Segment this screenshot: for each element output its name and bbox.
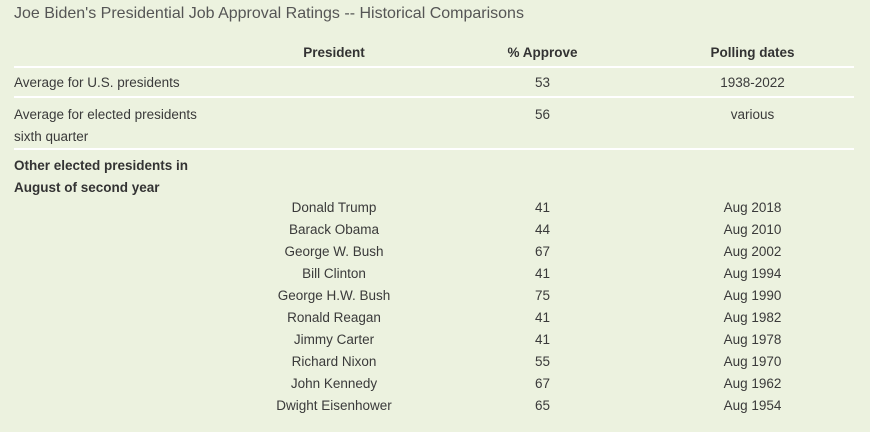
approve-value: 65: [534, 398, 551, 413]
table-row: Richard Nixon 55 Aug 1970: [14, 352, 854, 374]
section-heading-line2: August of second year: [14, 180, 160, 195]
section-heading: Other elected presidents in August of sec…: [14, 155, 254, 199]
average-elected-dates: various: [730, 107, 775, 122]
president-name: Richard Nixon: [291, 354, 377, 369]
president-name: George H.W. Bush: [277, 288, 391, 303]
president-name: Dwight Eisenhower: [276, 398, 392, 413]
polling-date: Aug 2018: [723, 200, 782, 215]
president-name: Barack Obama: [288, 222, 380, 237]
president-name: Donald Trump: [291, 200, 377, 215]
row-divider: [14, 66, 854, 68]
header-president: President: [303, 45, 365, 60]
section-heading-row: Other elected presidents in August of sec…: [14, 150, 854, 198]
approve-value: 41: [534, 310, 551, 325]
president-name: George W. Bush: [284, 244, 384, 259]
average-us-row: Average for U.S. presidents 53 1938-2022: [14, 68, 854, 96]
polling-date: Aug 1970: [723, 354, 782, 369]
average-elected-label-line2: sixth quarter: [14, 129, 89, 144]
president-name: John Kennedy: [290, 376, 378, 391]
page-title: Joe Biden's Presidential Job Approval Ra…: [14, 5, 524, 22]
table-row: Donald Trump 41 Aug 2018: [14, 198, 854, 220]
table-row: Bill Clinton 41 Aug 1994: [14, 264, 854, 286]
row-divider: [14, 96, 854, 98]
polling-date: Aug 1982: [723, 310, 782, 325]
polling-date: Aug 1978: [723, 332, 782, 347]
header-polling-dates: Polling dates: [710, 45, 795, 60]
approve-value: 67: [534, 376, 551, 391]
header-approve: % Approve: [507, 45, 578, 60]
president-rows: Donald Trump 41 Aug 2018 Barack Obama 44…: [14, 198, 854, 418]
approve-value: 75: [534, 288, 551, 303]
average-elected-label: Average for elected presidents sixth quar…: [14, 104, 254, 148]
president-name: Ronald Reagan: [287, 310, 381, 325]
polling-date: Aug 2002: [723, 244, 782, 259]
polling-date: Aug 1962: [723, 376, 782, 391]
table-row: John Kennedy 67 Aug 1962: [14, 374, 854, 396]
polling-date: Aug 2010: [723, 222, 782, 237]
president-name: Jimmy Carter: [293, 332, 375, 347]
average-us-dates: 1938-2022: [720, 75, 785, 90]
approve-value: 41: [534, 266, 551, 281]
table-row: Ronald Reagan 41 Aug 1982: [14, 308, 854, 330]
table-row: Jimmy Carter 41 Aug 1978: [14, 330, 854, 352]
approve-value: 44: [534, 222, 551, 237]
average-elected-row: Average for elected presidents sixth quar…: [14, 98, 854, 148]
approve-value: 41: [534, 200, 551, 215]
table-header-row: President % Approve Polling dates: [14, 40, 854, 66]
approve-value: 41: [534, 332, 551, 347]
president-name: Bill Clinton: [302, 266, 366, 281]
polling-date: Aug 1954: [723, 398, 782, 413]
polling-date: Aug 1990: [723, 288, 782, 303]
approval-table: President % Approve Polling dates Averag…: [14, 40, 854, 418]
table-row: Dwight Eisenhower 65 Aug 1954: [14, 396, 854, 418]
average-us-approve: 53: [534, 75, 551, 90]
row-divider: [14, 148, 854, 150]
table-row: George W. Bush 67 Aug 2002: [14, 242, 854, 264]
average-elected-label-line1: Average for elected presidents: [14, 107, 197, 122]
polling-date: Aug 1994: [723, 266, 782, 281]
average-us-label: Average for U.S. presidents: [14, 75, 180, 90]
section-heading-line1: Other elected presidents in: [14, 158, 189, 173]
table-row: George H.W. Bush 75 Aug 1990: [14, 286, 854, 308]
average-elected-approve: 56: [534, 107, 551, 122]
approve-value: 67: [534, 244, 551, 259]
table-row: Barack Obama 44 Aug 2010: [14, 220, 854, 242]
approve-value: 55: [534, 354, 551, 369]
